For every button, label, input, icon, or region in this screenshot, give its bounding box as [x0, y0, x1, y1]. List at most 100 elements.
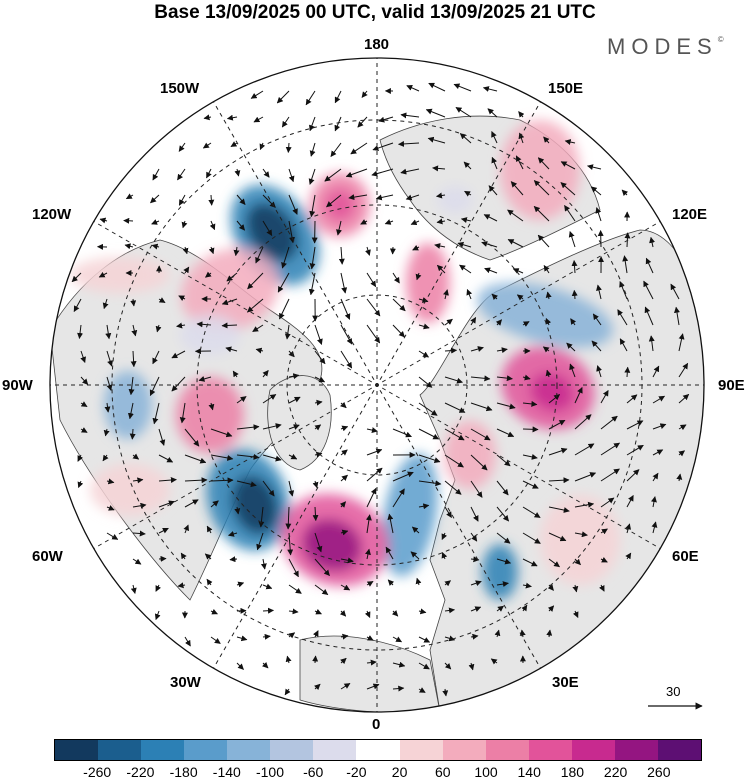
wind-vector [340, 425, 349, 432]
wind-vector [400, 112, 420, 119]
wind-vector [406, 85, 420, 92]
label-120w: 120W [32, 206, 72, 223]
label-30w: 30W [170, 674, 201, 691]
wind-vector [132, 530, 146, 537]
wind-vector [288, 350, 295, 358]
wind-vector [262, 454, 282, 462]
wind-vector [288, 453, 298, 460]
anomaly-blob [530, 373, 574, 411]
wind-vector [308, 272, 316, 296]
wind-vector [226, 114, 238, 121]
wind-vector [522, 400, 538, 407]
wind-vector [392, 298, 406, 312]
wind-vector [522, 506, 541, 518]
wind-vector [490, 658, 498, 665]
wind-vector [546, 629, 553, 638]
wind-vector [545, 369, 552, 378]
wind-vector [132, 453, 140, 460]
label-90e: 90E [718, 377, 745, 394]
wind-vector [496, 605, 504, 612]
wind-vector [77, 454, 83, 462]
wind-vector [652, 395, 666, 404]
wind-vector [652, 472, 659, 482]
wind-vector [625, 523, 632, 534]
wind-vector [125, 193, 134, 200]
wind-vector [232, 370, 239, 378]
wind-vector [495, 319, 502, 326]
wind-vector [124, 243, 134, 250]
wind-vector [309, 194, 316, 218]
wind-vector [643, 280, 654, 300]
colorbar-swatch [184, 740, 228, 760]
wind-vector [336, 220, 342, 236]
wind-vector [132, 477, 144, 484]
wind-vector [208, 194, 215, 206]
modes-logo: MODES© [607, 34, 724, 60]
wind-vector [418, 297, 429, 303]
wind-vector [330, 142, 342, 157]
colorbar-swatch [485, 740, 529, 760]
wind-vector [596, 284, 602, 300]
wind-vector [106, 478, 115, 485]
anomaly-blob [382, 453, 438, 577]
wind-vector [436, 264, 446, 274]
wind-vector [651, 496, 657, 508]
wind-vector [436, 192, 446, 199]
wind-vector [326, 194, 342, 208]
wind-vector [366, 324, 381, 344]
wind-vector [183, 266, 190, 274]
wind-vector [568, 231, 576, 248]
wind-vector [184, 499, 199, 508]
wind-vector [444, 662, 452, 670]
wind-vector [547, 605, 555, 612]
wind-vector [234, 168, 241, 177]
wind-vector [228, 531, 238, 537]
wind-vector [491, 131, 498, 144]
wind-vector [392, 272, 400, 284]
wind-vector [444, 347, 458, 354]
anomaly-blob [104, 371, 152, 439]
wind-vector [102, 298, 109, 310]
wind-vector [496, 532, 511, 544]
wind-vector [285, 506, 292, 530]
wind-vector [625, 552, 632, 560]
wind-vector [313, 630, 319, 638]
wind-vector [236, 480, 257, 488]
wind-vector [444, 318, 453, 326]
wind-vector [184, 454, 207, 464]
map-border [49, 57, 705, 713]
wind-vector [208, 246, 215, 255]
logo-text: MODES [607, 34, 718, 59]
wind-vector [522, 532, 541, 544]
anomaly-blob [482, 544, 518, 600]
wind-vector [324, 168, 342, 182]
anomaly-blob [437, 186, 473, 214]
anomaly-blob [176, 377, 244, 453]
wind-vector [361, 90, 368, 98]
wind-vector [470, 375, 491, 382]
anomaly-blob [181, 248, 279, 332]
wind-vector [204, 553, 212, 560]
wind-vector [652, 449, 664, 456]
wind-vector [560, 161, 576, 170]
wind-vector [491, 156, 498, 170]
wind-vector [158, 297, 166, 304]
wind-vector [626, 469, 640, 482]
wind-vector [596, 365, 602, 378]
wind-vector [340, 584, 351, 591]
wind-vector [123, 217, 134, 224]
wind-vector [366, 467, 383, 482]
wind-vector [314, 424, 322, 431]
wind-vector [385, 546, 394, 560]
wind-vector [150, 194, 160, 204]
wind-vector [288, 373, 300, 380]
wind-vector [80, 427, 88, 433]
wind-vector [206, 168, 212, 179]
wind-vector [463, 161, 472, 170]
wind-vector [496, 558, 512, 565]
wind-vector [255, 347, 264, 354]
colorbar-label: -180 [169, 764, 198, 780]
wind-vector [432, 165, 446, 172]
wind-vector [314, 532, 323, 553]
